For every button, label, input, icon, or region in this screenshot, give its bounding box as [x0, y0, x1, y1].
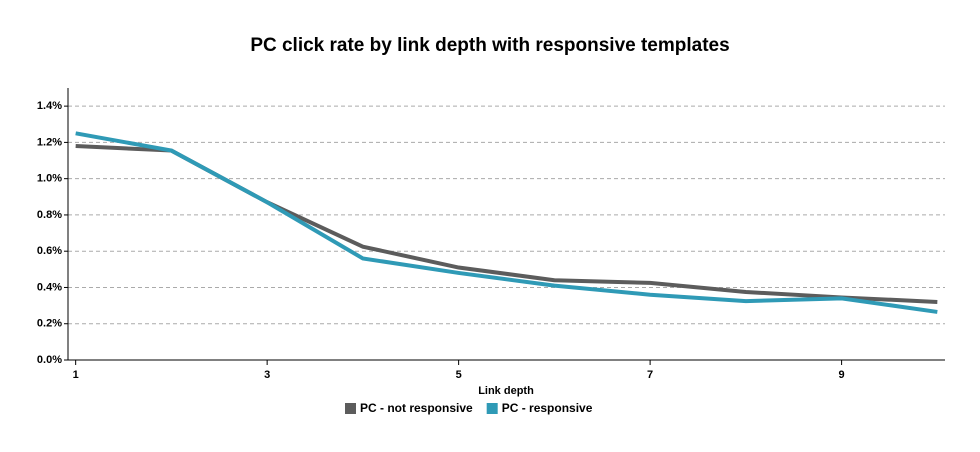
series-line	[75, 131, 938, 314]
x-tick-label: 5	[456, 369, 462, 381]
x-tick-label: 1	[73, 369, 79, 381]
y-tick-label: 1.0%	[37, 173, 62, 185]
x-axis-label: Link depth	[478, 385, 534, 397]
x-tick-label: 3	[264, 369, 270, 381]
x-tick-label: 9	[839, 369, 845, 381]
y-tick-label: 0.6%	[37, 245, 62, 257]
y-tick-label: 0.4%	[37, 281, 62, 293]
legend-swatch	[345, 403, 356, 414]
legend-label: PC - not responsive	[360, 401, 473, 415]
y-tick-label: 0.2%	[37, 318, 62, 330]
y-tick-label: 0.0%	[37, 354, 62, 366]
legend-swatch	[486, 403, 498, 414]
y-tick-label: 1.4%	[37, 100, 62, 112]
chart-title: PC click rate by link depth with respons…	[250, 35, 729, 56]
legend-label: PC - responsive	[502, 401, 593, 415]
x-tick-label: 7	[647, 369, 653, 381]
y-tick-label: 0.8%	[37, 209, 62, 221]
y-tick-label: 1.2%	[37, 136, 62, 148]
